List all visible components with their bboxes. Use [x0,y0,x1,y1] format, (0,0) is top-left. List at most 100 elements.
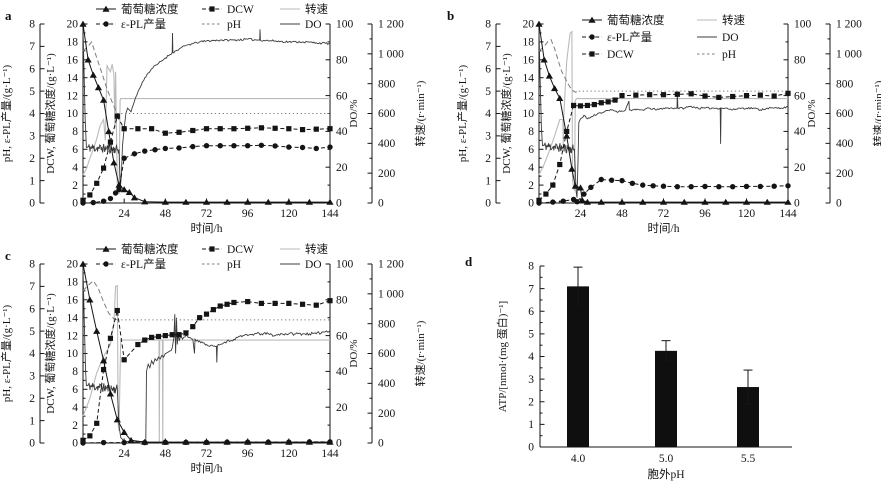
y-axis-do: 0 20 40 60 80 100 DO/% [783,19,818,210]
triangle-marker [618,198,626,205]
y-tick-label: 8 [29,19,35,31]
square-marker [155,333,162,340]
square-marker [327,126,333,132]
square-marker [743,93,750,99]
y-tick-label: 1 [485,175,491,187]
circle-marker [306,439,313,445]
square-marker [313,302,319,308]
y-tick-label: 400 [378,138,396,150]
y-tick-label: 1 200 [378,259,404,271]
square-marker [272,300,278,306]
legend-item: ε-PL产量 [582,30,652,44]
triangle-marker [115,181,123,188]
legend-label: ε-PL产量 [121,257,166,271]
y-tick-label: 18 [523,37,535,49]
y-tick-label: 6 [72,384,78,396]
triangle-marker [120,428,128,435]
y-axis-do: 0 20 40 60 80 100 DO/% [325,19,360,210]
x-tick-label: 48 [616,208,628,220]
legend-item: 转速 [697,13,745,27]
x-axis-title: 时间/h [648,222,680,235]
series-dcw [80,113,333,203]
legend-label: DO [305,19,322,31]
circle-marker [581,191,587,197]
y-tick-label: 0 [378,198,384,210]
y-tick-label: 40 [336,366,348,378]
circle-marker [771,183,777,189]
legend-item: DCW [202,244,254,256]
series-do [538,29,789,198]
circle-marker [629,180,636,187]
y-axis-title: DCW, 葡萄糖浓度/(g·L⁻¹) [499,53,513,174]
triangle-marker [102,245,110,252]
square-marker [135,126,141,132]
y-tick-label: 5 [528,329,534,341]
x-tick-label: 5.0 [659,453,674,465]
triangle-marker [784,198,792,205]
series-epl [80,439,333,446]
circle-marker [103,261,109,267]
square-marker [203,311,210,317]
circle-marker [650,183,656,189]
legend-item: ε-PL产量 [96,257,166,271]
square-marker [162,130,168,136]
circle-marker [80,440,86,446]
y-tick-label: 0 [528,442,534,454]
y-tick-label: 10 [67,108,79,120]
square-marker [149,334,155,340]
series-ph [82,40,118,114]
square-marker [245,298,251,305]
legend-label: DCW [227,4,254,16]
y-tick-label: 0 [485,198,491,210]
circle-marker [757,183,764,190]
legend-label: DCW [607,49,634,61]
y-axis-title: DCW, 葡萄糖浓度/(g·L⁻¹) [43,293,57,414]
square-marker [190,127,196,134]
circle-marker [176,145,182,151]
square-marker [121,357,127,363]
square-marker [272,125,278,131]
square-marker [231,126,237,132]
square-marker [210,307,216,313]
y-tick-label: 8 [72,126,78,138]
y-tick-label: 2 [528,180,534,192]
y-tick-label: 4 [72,162,78,174]
y-tick-label: 1 000 [836,49,862,61]
square-marker [660,92,667,98]
y-tick-label: 0 [336,438,342,450]
square-marker [591,101,597,108]
square-marker [107,335,114,341]
y-tick-label: 7 [485,41,491,53]
y-axis-title: pH, ε-PL产量/(g·L⁻¹) [0,64,13,162]
triangle-marker [326,198,334,205]
series-line [82,267,331,443]
legend-label: ε-PL产量 [121,17,166,31]
legend-item: DCW [202,4,254,16]
legend-label: 转速 [722,13,745,27]
square-marker [121,126,127,132]
triangle-marker [578,196,586,204]
y-tick-label: 7 [29,281,35,293]
y-tick-label: 200 [378,168,396,180]
square-marker [313,126,319,132]
square-marker [114,113,120,119]
square-marker [785,90,791,96]
square-marker [142,337,148,343]
y-tick-label: 4 [485,108,491,120]
circle-marker [619,177,625,184]
x-tick-label: 120 [280,448,298,460]
y-tick-label: 2 [29,393,35,405]
y-axis-title: ATP/[nmol·(mg 蛋白)⁻¹] [495,301,509,412]
triangle-marker [113,416,121,423]
square-marker [100,165,107,171]
x-tick-label: 144 [321,448,339,460]
square-marker [94,180,100,186]
y-tick-label: 0 [378,438,384,450]
square-marker [114,307,120,314]
x-axis: 24 48 72 96 120 144 时间/h [83,198,339,235]
circle-marker [716,183,722,190]
circle-marker [162,439,169,446]
bar [655,350,677,447]
y-tick-label: 7 [29,41,35,53]
triangle-marker [105,128,113,135]
